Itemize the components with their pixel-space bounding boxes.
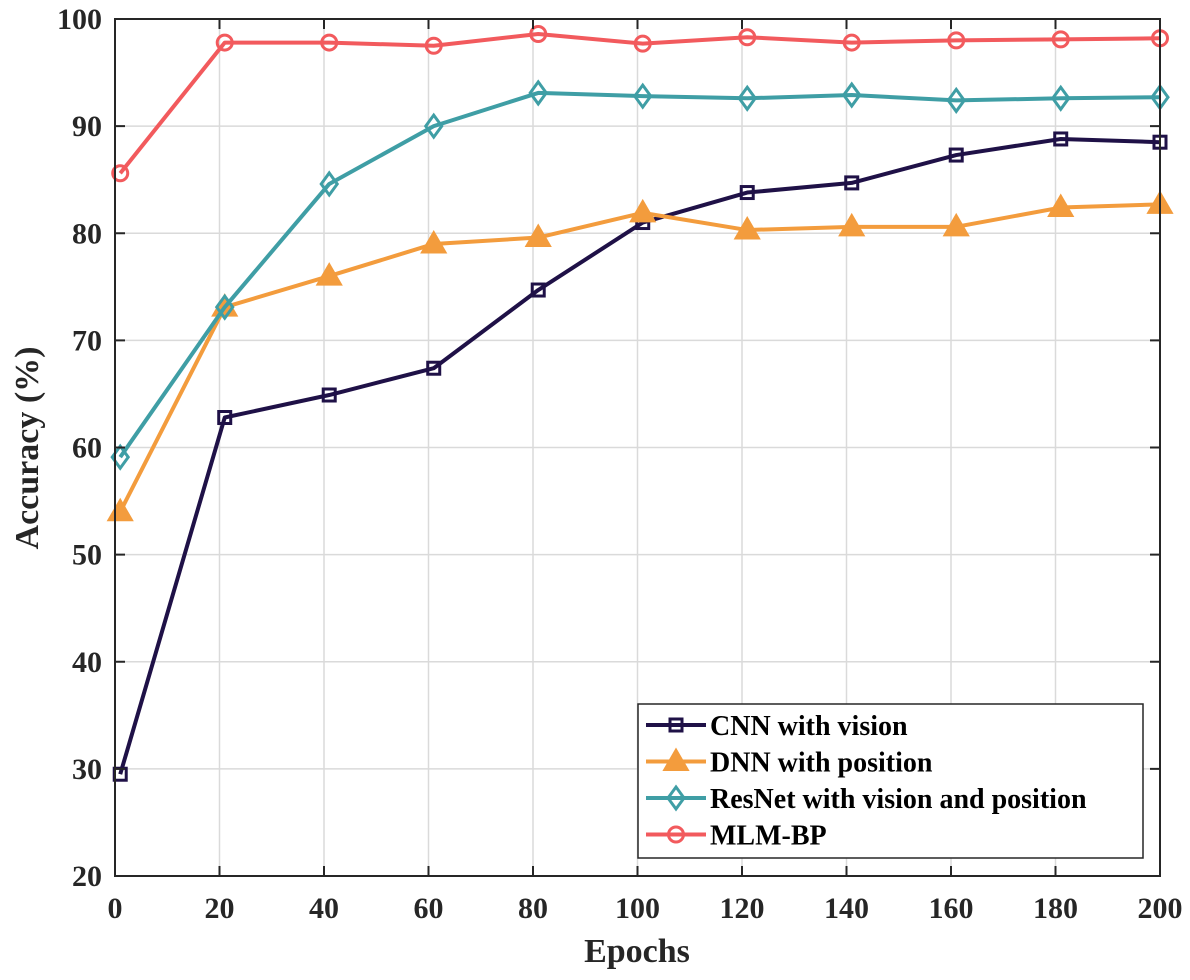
legend-item: CNN with vision [646, 711, 908, 742]
data-point [947, 31, 966, 50]
data-point [738, 28, 757, 47]
legend: CNN with vision DNN with position ResNet w… [637, 703, 1144, 859]
series-line [118, 90, 1161, 459]
series-3 [111, 24, 1169, 183]
series-1 [106, 190, 1174, 522]
data-point [215, 33, 234, 52]
x-axis-title: Epochs [584, 933, 690, 970]
y-axis-title: Accuracy (%) [9, 347, 46, 550]
data-point [1050, 84, 1071, 112]
series-2 [110, 79, 1170, 471]
y-tick-label: 60 [72, 432, 102, 465]
x-tick-label: 80 [518, 892, 548, 925]
legend-item: DNN with position [646, 748, 933, 779]
data-point [733, 216, 761, 240]
series-line [118, 202, 1161, 513]
data-point [632, 82, 653, 110]
x-tick-label: 140 [824, 892, 869, 925]
data-point [528, 79, 549, 107]
y-tick-label: 100 [57, 3, 102, 36]
data-point [629, 198, 657, 223]
legend-box [637, 703, 1144, 859]
x-tick-label: 160 [929, 892, 974, 925]
axis-ticks: 0 20 40 60 80 100 120 140 160 180 2002030405060708… [57, 3, 1183, 925]
legend-swatch-marker [662, 747, 690, 771]
data-point [838, 212, 866, 237]
legend-item: ResNet with vision and position [646, 784, 1087, 815]
data-point [217, 410, 233, 426]
y-tick-label: 40 [72, 646, 102, 679]
data-point [423, 112, 444, 140]
legend-label: MLM-BP [710, 821, 827, 852]
series-line [118, 136, 1161, 775]
y-tick-label: 90 [72, 110, 102, 143]
x-tick-label: 180 [1033, 892, 1078, 925]
data-point [214, 293, 235, 321]
x-tick-label: 100 [615, 892, 660, 925]
data-point [524, 223, 552, 248]
data-point [315, 262, 343, 286]
x-tick-label: 200 [1138, 892, 1183, 925]
series-layer [106, 24, 1174, 782]
data-point [842, 33, 861, 52]
x-tick-label: 40 [309, 892, 339, 925]
data-point [1053, 131, 1069, 147]
data-point [633, 34, 652, 53]
data-point [1047, 193, 1075, 218]
data-point [111, 164, 130, 183]
data-point [1051, 30, 1070, 49]
legend-item: MLM-BP [646, 821, 827, 852]
data-point [948, 147, 964, 163]
data-point [321, 387, 337, 403]
grid-lines [115, 19, 1160, 876]
series-0 [112, 131, 1168, 782]
legend-label: CNN with vision [710, 711, 908, 742]
legend-swatch-marker [667, 825, 685, 844]
y-tick-label: 70 [72, 324, 102, 357]
series-line [118, 31, 1161, 175]
y-tick-label: 30 [72, 753, 102, 786]
x-tick-label: 60 [414, 892, 444, 925]
data-point [420, 229, 448, 254]
legend-swatch-marker [666, 784, 686, 812]
data-point [841, 81, 862, 109]
data-point [320, 33, 339, 52]
data-point [529, 24, 548, 43]
legend-label: DNN with position [710, 748, 933, 779]
data-point [942, 212, 970, 237]
x-tick-label: 20 [205, 892, 235, 925]
legend-swatch-marker [668, 717, 684, 733]
y-tick-label: 50 [72, 539, 102, 572]
y-tick-label: 20 [72, 860, 102, 893]
legend-label: ResNet with vision and position [710, 784, 1087, 815]
data-point [946, 86, 967, 114]
data-point [106, 497, 134, 522]
data-point [844, 175, 860, 191]
data-point [739, 185, 755, 201]
data-point [424, 36, 443, 55]
data-point [737, 84, 758, 112]
data-point [530, 282, 546, 298]
data-point [426, 360, 442, 376]
y-tick-label: 80 [72, 217, 102, 250]
x-tick-label: 120 [720, 892, 765, 925]
x-tick-label: 0 [108, 892, 123, 925]
data-point [319, 170, 340, 198]
